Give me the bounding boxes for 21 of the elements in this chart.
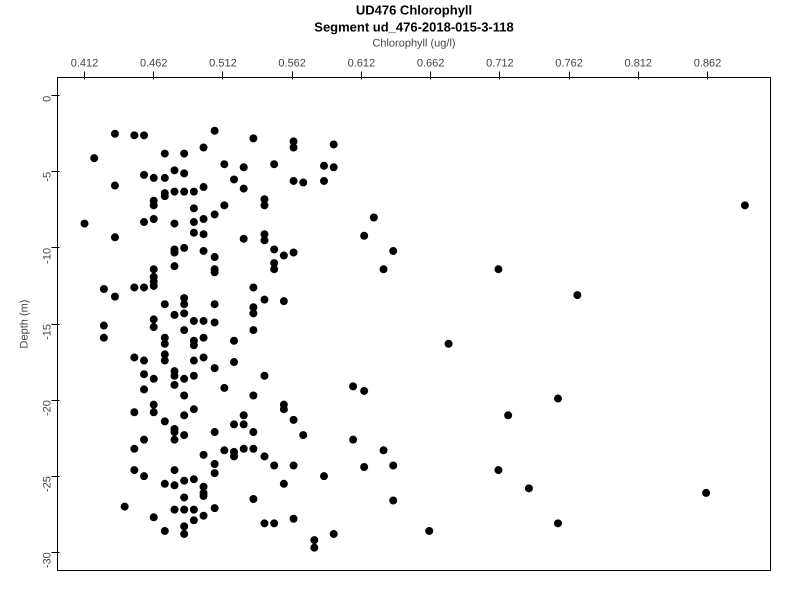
x-tick-label: 0.462 xyxy=(140,58,168,70)
x-tick-label: 0.662 xyxy=(416,58,444,70)
chart-subtitle: Segment ud_476-2018-015-3-118 xyxy=(314,20,514,34)
chart-title: UD476 Chlorophyll xyxy=(356,2,472,18)
x-tick-label: 0.512 xyxy=(209,58,237,70)
x-axis-title: Chlorophyll (ug/l) xyxy=(372,38,456,50)
x-tick-label: 0.812 xyxy=(624,58,652,70)
y-tick-label: -5 xyxy=(42,172,54,182)
y-tick-label: 0 xyxy=(42,96,54,102)
x-tick-label: 0.862 xyxy=(694,58,722,70)
x-tick-label: 0.712 xyxy=(486,58,514,70)
y-tick-label: -25 xyxy=(42,476,54,492)
x-tick-label: 0.762 xyxy=(555,58,583,70)
y-tick-label: -30 xyxy=(42,552,54,568)
x-tick-label: 0.612 xyxy=(348,58,376,70)
y-axis-title: Depth (m) xyxy=(18,300,30,348)
x-tick-label: 0.562 xyxy=(278,58,306,70)
y-tick-label: -10 xyxy=(42,248,54,264)
y-tick-label: -20 xyxy=(42,400,54,416)
x-tick-label: 0.412 xyxy=(70,58,98,70)
y-tick-label: -15 xyxy=(42,324,54,340)
